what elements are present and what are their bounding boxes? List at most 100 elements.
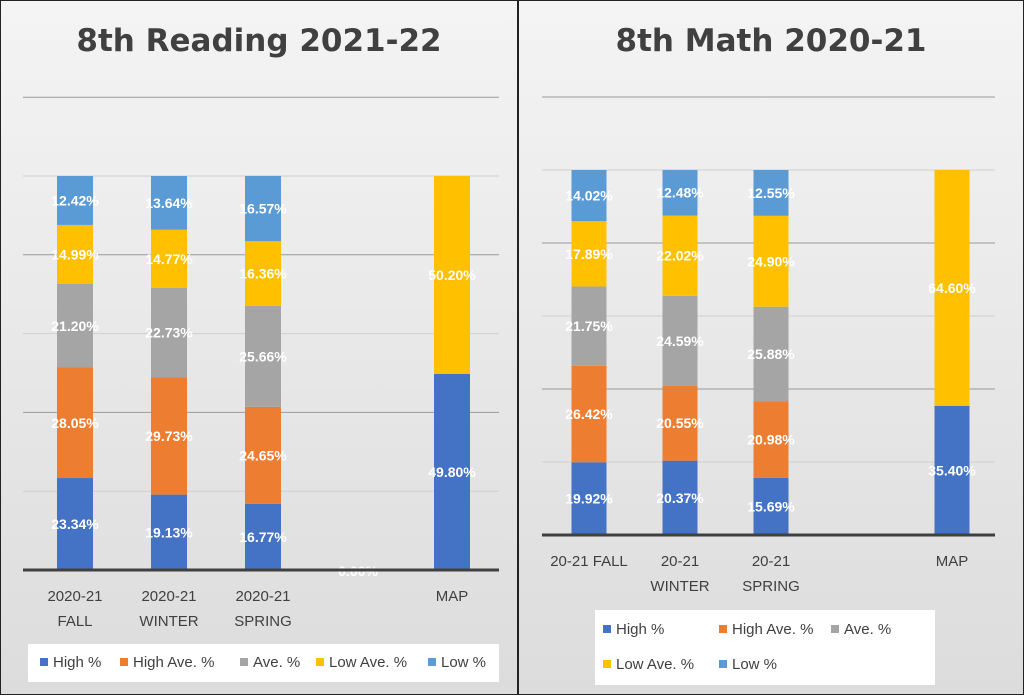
data-label: 14.99% [51, 246, 99, 262]
bar-segment-low-ave [571, 221, 607, 287]
bar-segment-high-ave [571, 365, 607, 463]
data-label: 22.02% [656, 248, 704, 264]
category-label: 2020-21 [47, 588, 102, 605]
bar-segment-low-ave [245, 241, 281, 306]
reading-chart-panel: 8th Reading 2021-22 23.34% 28.05% 21.20% 14… [0, 0, 518, 695]
bar-segment-low-ave [753, 215, 789, 307]
bar-segment-high [57, 478, 93, 570]
bar-segment-low-ave [934, 170, 970, 406]
bar-segment-low [245, 175, 281, 242]
bar-segment-high [245, 503, 281, 570]
math-chart: 19.92% 26.42% 21.75% 17.89% 14.02% 20.37% 20.5… [542, 96, 995, 595]
bar-segment-high-ave [151, 377, 187, 495]
bar-segment-low-ave [57, 224, 93, 284]
bar-segment-high [662, 460, 698, 535]
bar-segment-ave [753, 306, 789, 402]
reading-chart: 23.34% 28.05% 21.20% 14.99% 12.42% 19.13% 29.7… [23, 96, 499, 630]
legend-label: High % [53, 654, 102, 671]
bar-segment-ave [571, 286, 607, 366]
bar-segment-high [753, 477, 789, 535]
data-label: 12.48% [656, 185, 704, 201]
bar-segment-low [662, 169, 698, 216]
legend-item-high-ave: High Ave. % [719, 621, 813, 638]
reading-chart-title: 8th Reading 2021-22 [76, 23, 442, 59]
data-label: 25.88% [747, 346, 795, 362]
reading-chart-legend: High % High Ave. % Ave. % Low Ave. % Low % [28, 644, 499, 682]
data-label: 24.90% [747, 253, 795, 269]
bar-segment-ave [151, 287, 187, 378]
data-label: 24.65% [239, 447, 287, 463]
math-chart-panel: 8th Math 2020-21 19.92% 26.42% 21.75% 17.89… [518, 0, 1024, 695]
category-label: 20-21 [661, 553, 699, 570]
data-label: 14.77% [145, 251, 193, 267]
data-label: 19.13% [145, 524, 193, 540]
legend-swatch [428, 658, 436, 666]
category-label: SPRING [742, 578, 800, 595]
bar-segment-low-ave [151, 229, 187, 288]
bar-segment-low [57, 176, 93, 225]
category-label: 2020-21 [235, 588, 290, 605]
data-label: 14.02% [565, 188, 613, 204]
bar-segment-high-ave [662, 385, 698, 461]
data-label: 25.66% [239, 348, 287, 364]
legend-item-high: High % [40, 654, 101, 671]
legend-swatch [40, 658, 48, 666]
legend-item-low: Low % [428, 654, 486, 671]
data-label: 20.98% [747, 431, 795, 447]
data-label: 49.80% [428, 464, 476, 480]
legend-item-ave: Ave. % [831, 621, 891, 638]
legend-label: High Ave. % [133, 654, 215, 671]
data-label: 21.20% [51, 318, 99, 334]
data-label: 24.59% [656, 333, 704, 349]
bar-segment-low [753, 170, 789, 216]
legend-swatch [719, 625, 727, 633]
data-label: 29.73% [145, 428, 193, 444]
data-label: 20.55% [656, 415, 704, 431]
legend-swatch [603, 625, 611, 633]
bar-segment-low-ave [434, 176, 470, 374]
category-label: 2020-21 [141, 588, 196, 605]
legend-item-high-ave: High Ave. % [120, 654, 214, 671]
bar-segment-high-ave [753, 401, 789, 478]
legend-label: High % [616, 621, 665, 638]
data-label: 12.42% [51, 192, 99, 208]
data-label: 12.55% [747, 185, 795, 201]
data-label: 21.75% [565, 318, 613, 334]
legend-swatch [240, 658, 248, 666]
legend-label: Low % [441, 654, 487, 671]
bar-segment-high-ave [245, 406, 281, 504]
data-label: 35.40% [928, 462, 976, 478]
category-label: 20-21 FALL [550, 553, 628, 570]
category-label: SPRING [234, 613, 292, 630]
data-label: 20.37% [656, 490, 704, 506]
legend-item-low: Low % [719, 656, 777, 673]
data-label: 26.42% [565, 406, 613, 422]
legend-item-high: High % [603, 621, 664, 638]
legend-label: Low Ave. % [329, 654, 408, 671]
bar-segment-ave [662, 295, 698, 386]
category-label: MAP [436, 588, 469, 605]
legend-item-ave: Ave. % [240, 654, 300, 671]
bar-segment-high-ave [57, 367, 93, 479]
legend-label: High Ave. % [732, 621, 814, 638]
data-label: 19.92% [565, 491, 613, 507]
data-label: 28.05% [51, 415, 99, 431]
data-label: 15.69% [747, 498, 795, 514]
data-label: 22.73% [145, 325, 193, 341]
legend-swatch [719, 660, 727, 668]
category-label: 20-21 [752, 553, 790, 570]
bar-segment-ave [245, 305, 281, 407]
legend-label: Ave. % [253, 654, 301, 671]
data-label: 13.64% [145, 195, 193, 211]
legend-item-low-ave: Low Ave. % [316, 654, 407, 671]
data-label: 23.34% [51, 516, 99, 532]
bar-segment-low [571, 170, 607, 222]
bar-segment-low-ave [662, 215, 698, 296]
bar-segment-low [151, 176, 187, 230]
bar-segment-high [934, 405, 970, 535]
category-label: WINTER [139, 613, 198, 630]
legend-label: Low % [732, 656, 778, 673]
math-chart-title: 8th Math 2020-21 [615, 23, 927, 59]
bar-segment-high [571, 462, 607, 535]
category-label: FALL [57, 613, 92, 630]
